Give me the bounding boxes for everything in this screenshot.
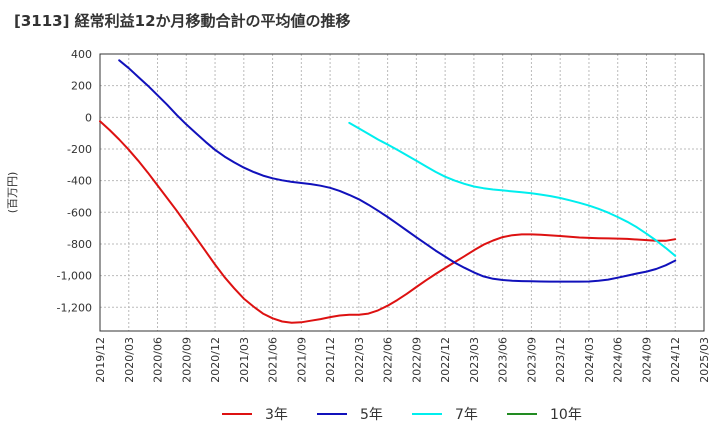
x-tick-label: 2023/03 [468,337,481,383]
series-layer [99,59,677,324]
y-tick-label: -400 [67,175,92,188]
axis-layer [99,53,705,332]
series-line-1 [118,59,677,283]
x-tick-label: 2023/09 [525,337,538,383]
x-tick-label: 2024/09 [640,337,653,383]
label-layer: 400 200 0 -200 -400 -600 -800 -1,000 -1,200 2019/… [6,48,711,383]
chart-title: [3113] 経常利益12か月移動合計の平均値の推移 [14,12,351,30]
y-tick-label: 0 [85,111,92,124]
legend-label: 5年 [360,407,383,423]
plot-border [99,53,705,332]
legend-item-0: 3年 [222,407,288,423]
y-tick-label: 400 [71,48,92,61]
x-tick-label: 2022/09 [410,337,423,383]
x-tick-label: 2020/03 [123,337,136,383]
legend-layer: 3年 5年 7年 10年 [222,407,582,423]
legend-label: 10年 [550,407,582,423]
x-tick-label: 2024/03 [583,337,596,383]
x-tick-label: 2022/03 [353,337,366,383]
x-tick-label: 2021/12 [324,337,337,383]
y-tick-label: -1,000 [57,270,92,283]
x-tick-label: 2020/09 [180,337,193,383]
x-tick-label: 2024/12 [669,337,682,383]
x-tick-label: 2025/03 [698,337,711,383]
y-tick-label: -200 [67,143,92,156]
x-tick-label: 2022/12 [439,337,452,383]
legend-label: 3年 [265,407,288,423]
x-tick-label: 2024/06 [612,337,625,383]
x-tick-label: 2020/06 [152,337,165,383]
y-tick-label: -1,200 [57,301,92,314]
y-tick-label: 200 [71,80,92,93]
x-tick-label: 2023/06 [497,337,510,383]
x-tick-label: 2021/06 [267,337,280,383]
y-tick-label: -800 [67,238,92,251]
grid-layer [99,53,705,331]
x-tick-label: 2019/12 [94,337,107,383]
x-tick-label: 2022/06 [382,337,395,383]
legend-item-2: 7年 [412,407,478,423]
legend-item-3: 10年 [507,407,582,423]
series-line-2 [348,121,677,257]
x-tick-label: 2023/12 [554,337,567,383]
y-tick-label: -600 [67,206,92,219]
y-axis-label: (百万円) [6,172,19,214]
x-tick-label: 2020/12 [209,337,222,383]
legend-item-1: 5年 [317,407,383,423]
series-line-0 [99,120,677,324]
x-tick-label: 2021/03 [238,337,251,383]
x-tick-label: 2021/09 [295,337,308,383]
legend-label: 7年 [455,407,478,423]
